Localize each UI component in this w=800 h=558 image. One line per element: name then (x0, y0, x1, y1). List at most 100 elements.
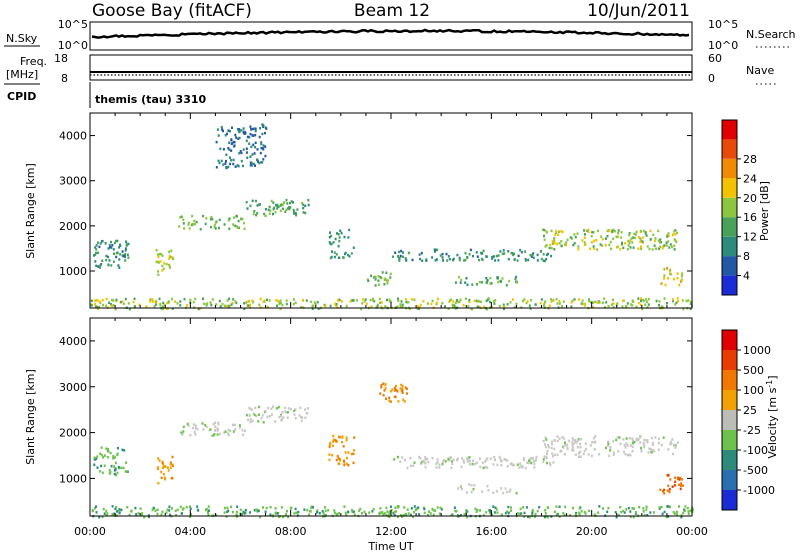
scatter-cell (257, 509, 260, 513)
scatter-cell (423, 511, 426, 515)
scatter-cell (617, 245, 620, 248)
scatter-cell (398, 259, 401, 262)
scatter-cell (650, 447, 652, 451)
scatter-cell (471, 283, 474, 286)
x-tick-label: 00:00 (676, 525, 708, 538)
scatter-cell (337, 457, 340, 460)
scatter-cell (306, 508, 309, 512)
scatter-cell (188, 227, 191, 230)
scatter-cell (391, 388, 394, 391)
scatter-cell (550, 298, 553, 301)
scatter-cell (311, 304, 314, 308)
scatter-cell (397, 455, 399, 459)
scatter-cell (204, 423, 207, 427)
scatter-cell (216, 128, 219, 131)
scatter-cell (527, 258, 530, 262)
scatter-cell (241, 218, 244, 221)
scatter-cell (328, 235, 331, 239)
scatter-cell (398, 250, 400, 254)
scatter-cell (576, 439, 579, 442)
scatter-cell (401, 303, 404, 306)
colorbar-segment (722, 178, 737, 198)
scatter-cell (591, 301, 594, 304)
scatter-cell (171, 477, 174, 480)
scatter-cell (227, 219, 230, 222)
scatter-cell (379, 507, 382, 510)
scatter-cell (280, 204, 282, 207)
scatter-cell (467, 458, 470, 461)
freq-right-tick-bottom: 0 (708, 72, 715, 85)
scatter-cell (163, 476, 166, 479)
scatter-cell (234, 165, 237, 168)
scatter-cell (220, 125, 223, 129)
scatter-cell (316, 509, 319, 512)
scatter-cell (115, 251, 118, 255)
scatter-cell (249, 420, 252, 424)
scatter-cell (578, 451, 580, 455)
scatter-cell (240, 159, 243, 163)
scatter-cell (476, 283, 478, 286)
scatter-cell (535, 455, 538, 459)
scatter-cell (546, 449, 549, 453)
scatter-cell (506, 303, 509, 306)
scatter-cell (485, 511, 488, 514)
scatter-cell (292, 302, 295, 306)
scatter-cell (181, 433, 184, 436)
scatter-cell (274, 211, 277, 214)
scatter-cell (227, 509, 230, 513)
scatter-cell (344, 451, 347, 454)
scatter-cell (634, 511, 637, 514)
scatter-cell (638, 505, 641, 509)
scatter-cell (650, 451, 653, 454)
scatter-cell (334, 302, 336, 306)
scatter-cell (282, 515, 285, 519)
scatter-cell (199, 228, 202, 231)
scatter-cell (153, 305, 156, 308)
scatter-cell (110, 264, 113, 267)
scatter-cell (460, 278, 463, 282)
scatter-cell (294, 408, 297, 411)
scatter-cell (574, 235, 577, 239)
scatter-cell (463, 461, 466, 464)
scatter-cell (496, 277, 499, 280)
scatter-cell (397, 299, 400, 303)
scatter-cell (450, 466, 453, 470)
scatter-cell (269, 209, 272, 212)
scatter-cell (534, 515, 537, 518)
scatter-cell (279, 209, 282, 212)
scatter-cell (543, 234, 545, 238)
scatter-cell (164, 465, 167, 468)
scatter-cell (622, 509, 625, 513)
scatter-cell (225, 159, 227, 163)
scatter-cell (281, 303, 284, 307)
scatter-cell (629, 515, 632, 518)
scatter-cell (336, 232, 338, 235)
scatter-cell (402, 255, 404, 258)
scatter-cell (462, 459, 465, 462)
scatter-cell (253, 127, 256, 130)
scatter-cell (453, 506, 456, 509)
scatter-cell (124, 249, 127, 252)
scatter-cell (167, 301, 170, 304)
scatter-cell (560, 230, 563, 233)
scatter-cell (256, 158, 258, 161)
scatter-cell (310, 506, 313, 509)
scatter-cell (439, 506, 442, 510)
scatter-cell (418, 455, 421, 459)
scatter-cell (241, 164, 244, 168)
scatter-cell (552, 299, 555, 302)
scatter-cell (249, 303, 252, 307)
scatter-cell (113, 512, 116, 515)
scatter-cell (645, 505, 648, 509)
scatter-cell (552, 461, 555, 464)
scatter-cell (615, 516, 618, 519)
scatter-cell (96, 241, 99, 244)
y-tick-label: 2000 (59, 220, 87, 233)
scatter-cell (228, 156, 231, 159)
scatter-cell (445, 252, 448, 256)
scatter-cell (235, 301, 238, 305)
scatter-cell (489, 276, 492, 280)
scatter-cell (252, 143, 255, 147)
scatter-cell (347, 451, 350, 454)
scatter-cell (687, 299, 690, 302)
